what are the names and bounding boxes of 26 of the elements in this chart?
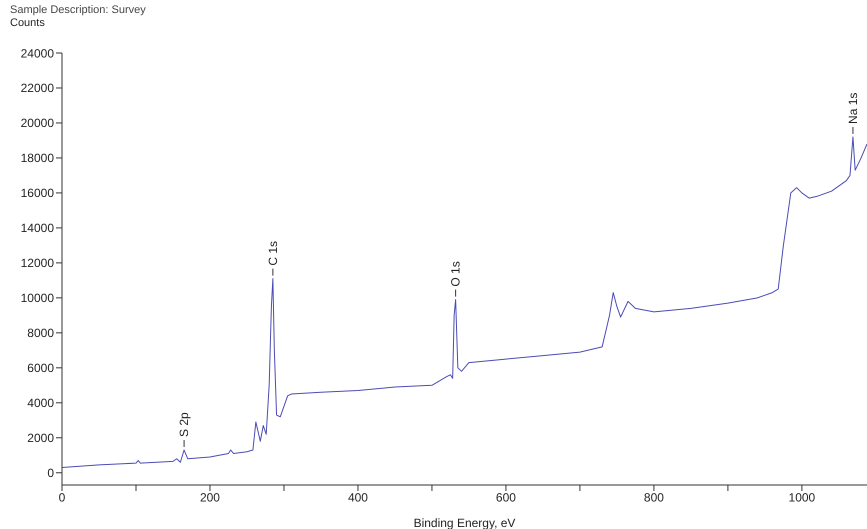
annotation: O 1s bbox=[448, 261, 463, 287]
x-tick-label: 400 bbox=[348, 490, 368, 505]
y-tick-label: 16000 bbox=[20, 186, 54, 200]
y-tick-label: 12000 bbox=[20, 256, 54, 270]
y-tick-label: 8000 bbox=[27, 326, 54, 340]
annotation: S 2p bbox=[177, 412, 192, 438]
y-tick-label: 10000 bbox=[20, 291, 54, 306]
y-axis-title: Counts bbox=[10, 17, 45, 29]
x-tick-label: 0 bbox=[58, 490, 66, 505]
y-tick-label: 18000 bbox=[20, 151, 54, 166]
x-tick-label: 600 bbox=[496, 490, 516, 505]
x-tick-label: 1000 bbox=[788, 490, 816, 505]
y-tick-label: 14000 bbox=[20, 221, 54, 236]
y-tick-label: 20000 bbox=[20, 116, 54, 130]
chart-title: Sample Description: Survey bbox=[10, 4, 146, 16]
y-tick-label: 4000 bbox=[27, 396, 54, 410]
x-tick-label: 800 bbox=[644, 490, 664, 505]
x-tick-label: 200 bbox=[200, 490, 220, 505]
y-tick-label: 22000 bbox=[20, 81, 54, 96]
y-tick-label: 0 bbox=[47, 466, 54, 480]
line-series bbox=[62, 136, 867, 468]
y-tick-label: 6000 bbox=[27, 361, 54, 376]
annotation: Na 1s bbox=[846, 92, 860, 124]
y-tick-label: 24000 bbox=[20, 46, 54, 60]
annotation: C 1s bbox=[266, 240, 280, 266]
y-tick-label: 2000 bbox=[27, 431, 54, 446]
